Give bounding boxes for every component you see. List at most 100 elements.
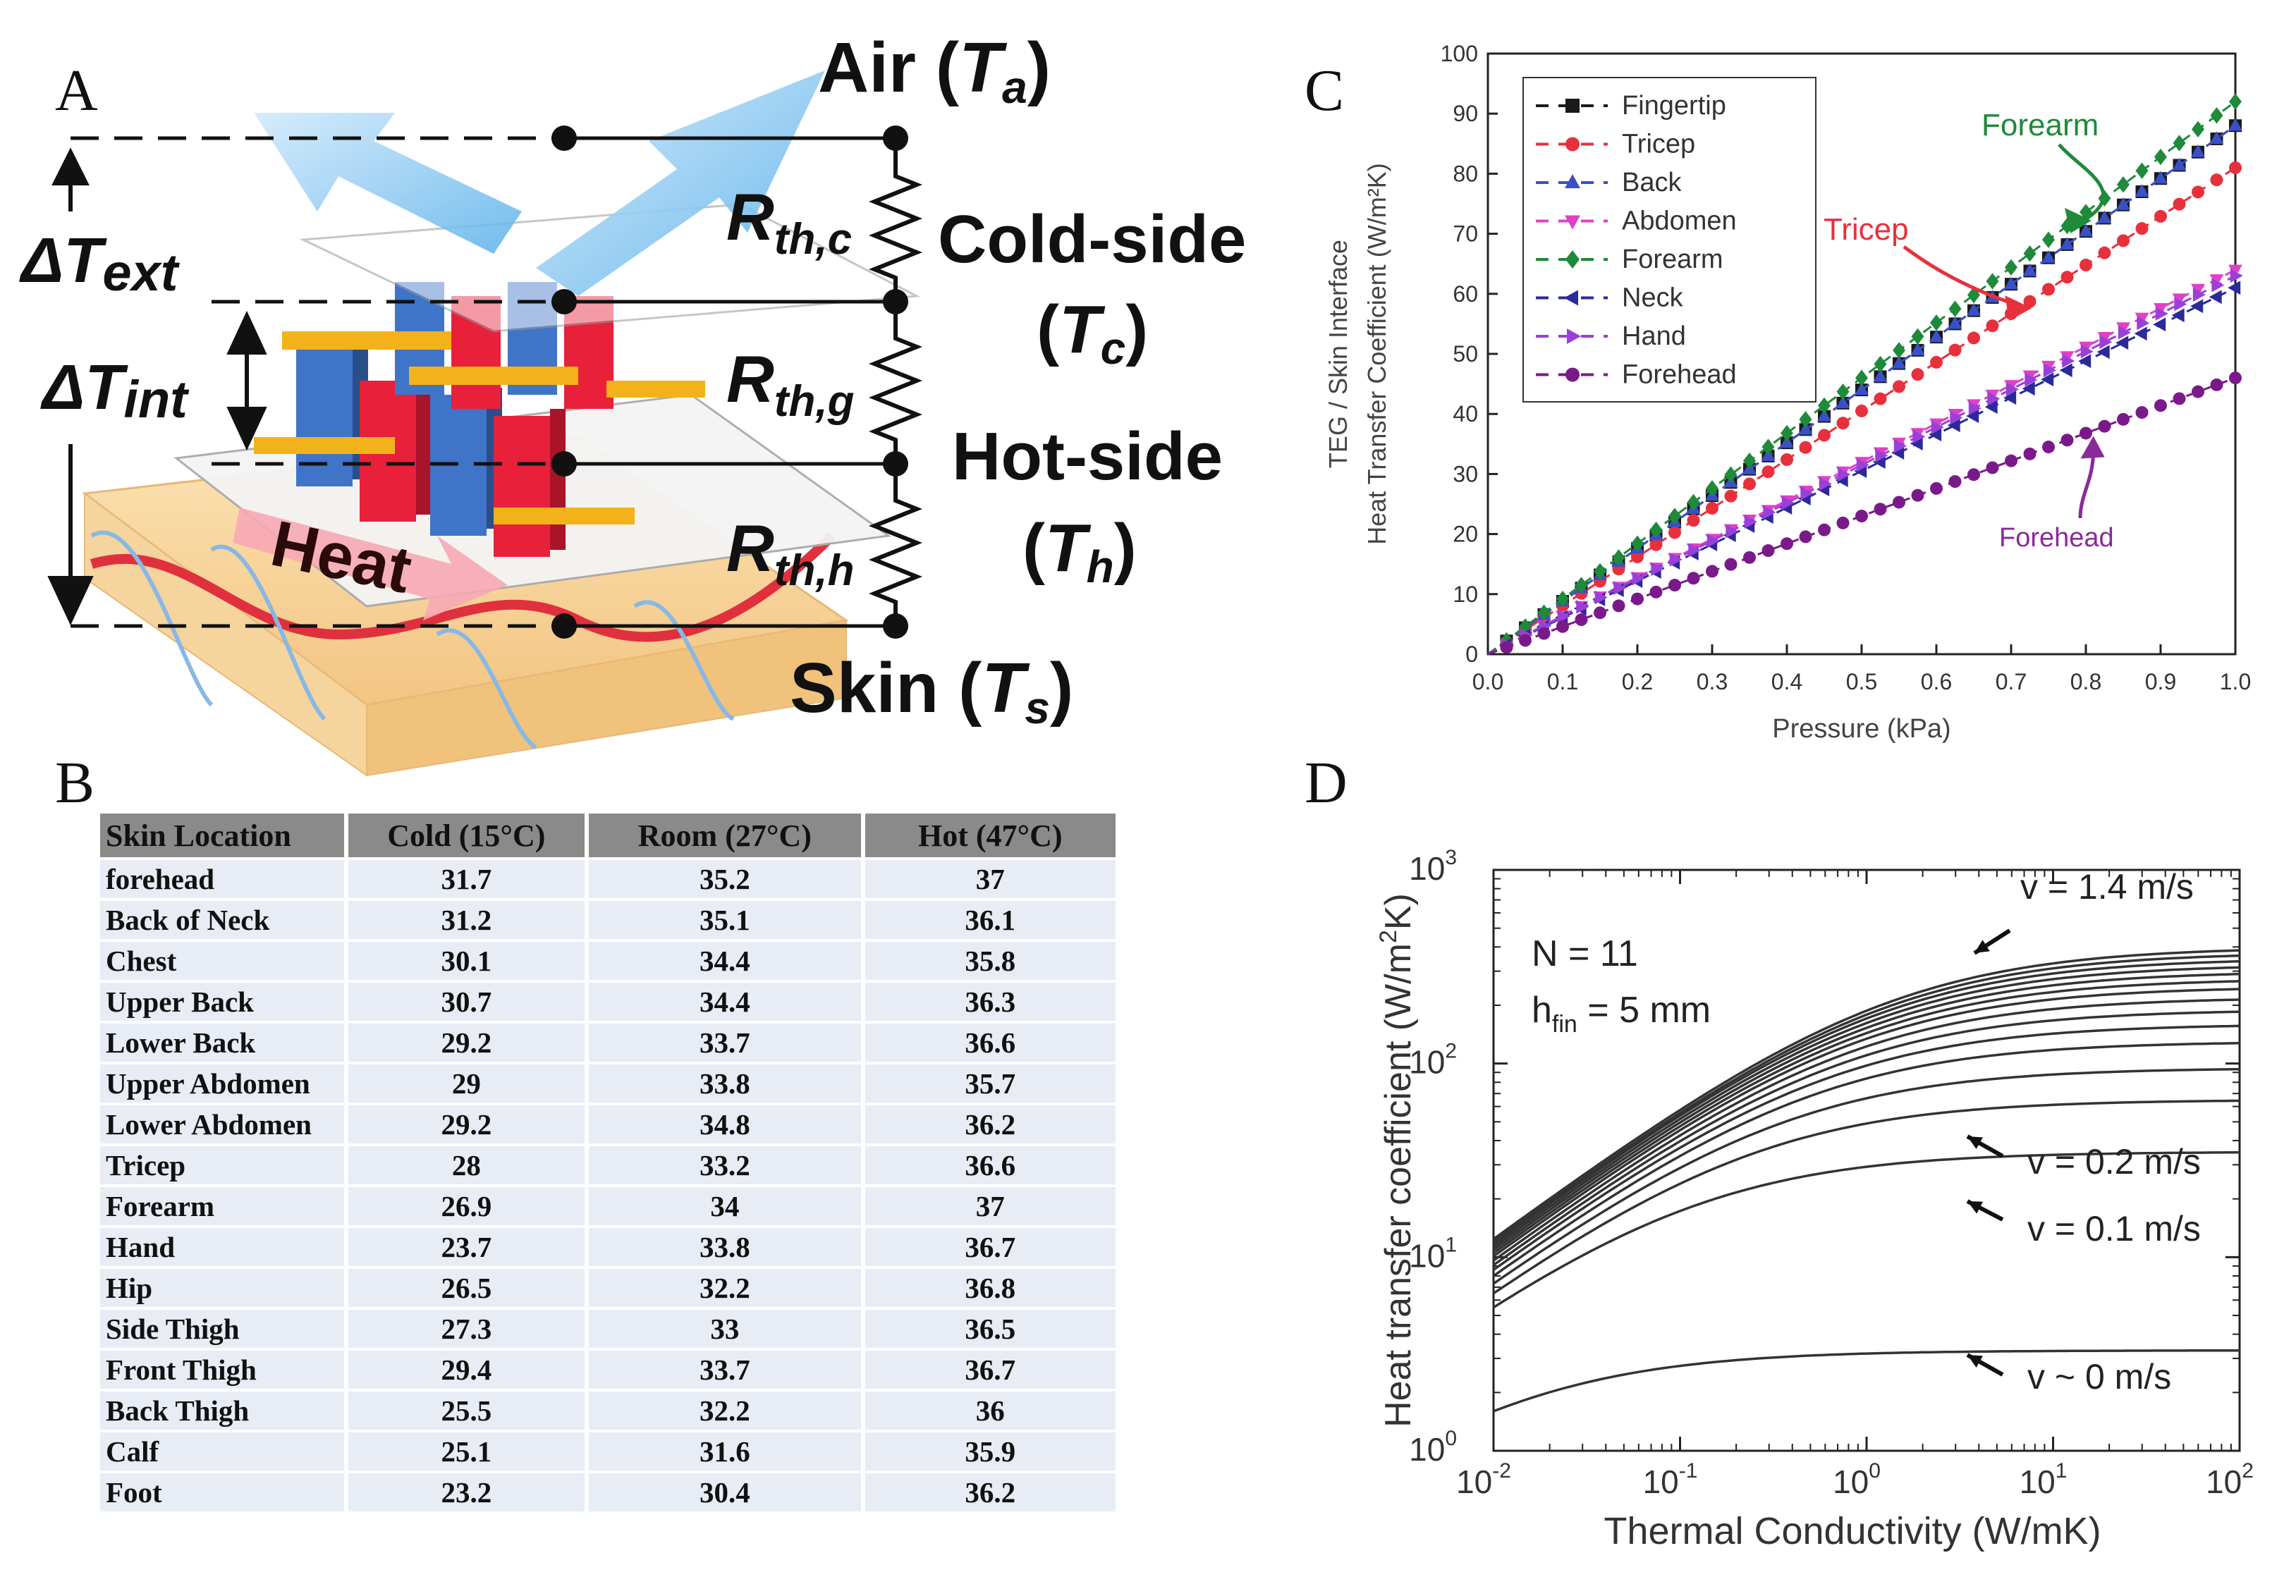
temperature-cell: 34.8 (589, 1105, 861, 1143)
x-tick-label: 10-1 (1643, 1459, 1698, 1500)
data-point (1893, 342, 1905, 359)
data-point (1565, 367, 1580, 382)
velocity-label: v = 0.1 m/s (2027, 1209, 2201, 1248)
data-point (2080, 258, 2092, 271)
data-point (1724, 558, 1738, 571)
x-tick-label: 101 (2020, 1459, 2068, 1500)
temperature-cell: 33.8 (589, 1228, 861, 1266)
data-point (2137, 316, 2150, 331)
data-point (2117, 176, 2130, 193)
data-point (2096, 345, 2110, 360)
data-point (2022, 263, 2037, 276)
curve-v-1 (1492, 972, 2240, 1251)
skin-location-cell: Hand (100, 1228, 344, 1266)
skin-temperature-table: Skin Location Cold (15°C) Room (27°C) Ho… (96, 811, 1120, 1514)
table-row: Back Thigh 25.5 32.2 36 (100, 1392, 1116, 1430)
curve-v-0.9 (1492, 980, 2240, 1254)
table-row: forehead 31.7 35.2 37 (100, 860, 1116, 898)
temperature-cell: 25.1 (348, 1432, 585, 1471)
temperature-cell: 23.2 (348, 1473, 585, 1511)
y-tick-label: 100 (1441, 41, 1478, 66)
data-point (1855, 369, 1868, 386)
temperature-cell: 29.2 (348, 1105, 585, 1143)
x-tick-label: 0.5 (1846, 669, 1877, 694)
air-flow-arrow (536, 70, 825, 296)
skin-location-cell: Foot (100, 1473, 344, 1511)
legend-entry: Forearm (1622, 245, 1723, 274)
data-point (2023, 245, 2037, 262)
hot-side-symbol: (Th) (1022, 510, 1137, 592)
data-point (2097, 210, 2112, 223)
data-point (2229, 372, 2242, 385)
table-row: Upper Back 30.7 34.4 36.3 (100, 983, 1116, 1021)
data-point (1799, 441, 1812, 454)
y-tick-label: 10 (1453, 582, 1478, 607)
temperature-cell: 33.8 (589, 1064, 861, 1103)
data-point (1537, 604, 1551, 621)
velocity-label: v = 0.2 m/s (2027, 1142, 2201, 1181)
data-point (1744, 515, 1757, 529)
data-point (1818, 397, 1831, 414)
data-point (2192, 288, 2206, 302)
data-point (1631, 550, 1644, 563)
x-axis-label: Thermal Conductivity (W/mK) (1604, 1510, 2101, 1552)
data-point (2098, 246, 2111, 259)
data-point (2025, 372, 2038, 387)
curve-v-1.4 (1492, 949, 2240, 1241)
data-point (1537, 627, 1551, 640)
data-point (1930, 355, 1943, 369)
data-point (2153, 317, 2166, 332)
data-point (2116, 197, 2130, 210)
delta-t-int-label: ΔTint (40, 352, 190, 429)
temperature-cell: 28 (348, 1146, 585, 1184)
data-point (1631, 535, 1644, 552)
data-point (1984, 400, 1998, 415)
skin-location-cell: Upper Back (100, 983, 344, 1021)
data-point (1556, 590, 1569, 608)
skin-layer-side (366, 619, 847, 777)
param-hfin: hfin = 5 mm (1532, 990, 1711, 1038)
legend-entry: Neck (1622, 283, 1684, 313)
data-point (1966, 409, 1979, 424)
data-point (1873, 369, 1888, 382)
data-point (2135, 162, 2149, 179)
data-point (1912, 429, 1926, 444)
temperature-cell: 36.6 (865, 1024, 1116, 1062)
data-point (1911, 368, 1924, 381)
data-point (1761, 544, 1775, 558)
delta-t-ext-label: ΔText (19, 226, 181, 302)
data-point (1500, 632, 1513, 649)
data-point (1576, 600, 1589, 614)
data-point (2005, 382, 2019, 397)
temperature-cell: 36.1 (865, 901, 1116, 939)
data-point (1930, 314, 1943, 331)
series-forehead (1487, 372, 2242, 656)
temperature-cell: 34.4 (589, 983, 861, 1021)
skin-location-cell: Tricep (100, 1146, 344, 1184)
temperature-cell: 36.5 (865, 1310, 1116, 1348)
data-point (1565, 137, 1580, 152)
table-row: Hand 23.7 33.8 36.7 (100, 1228, 1116, 1266)
data-point (1761, 465, 1775, 479)
data-point (2080, 344, 2094, 359)
data-point (1668, 508, 1681, 524)
data-point (1687, 514, 1700, 527)
curve-v-0.6 (1492, 1010, 2240, 1267)
data-point (2154, 209, 2167, 223)
heat-arrow (233, 508, 508, 620)
label-arrowhead (1967, 1201, 1983, 1214)
temperature-cell: 26.9 (348, 1187, 585, 1225)
temperature-cell: 33.7 (589, 1024, 861, 1062)
y-tick-label: 60 (1453, 281, 1478, 307)
data-point (1761, 438, 1775, 455)
legend-entry: Tricep (1622, 130, 1695, 159)
r-th-c-label: Rth,c (726, 180, 852, 264)
data-point (1706, 480, 1718, 497)
data-point (1564, 290, 1578, 306)
y-tick-label: 102 (1409, 1040, 1457, 1081)
data-point (2173, 135, 2186, 152)
data-point (2210, 378, 2223, 391)
temperature-cell: 23.7 (348, 1228, 585, 1266)
skin-location-cell: forehead (100, 860, 344, 898)
curve-v-0 (1493, 1349, 2240, 1413)
